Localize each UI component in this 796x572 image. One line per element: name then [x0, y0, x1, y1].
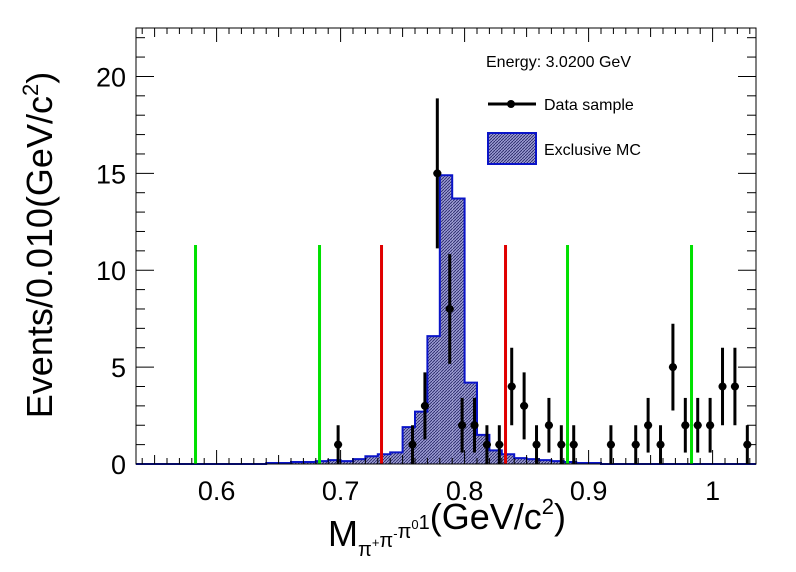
y-tick-label: 15 — [96, 159, 126, 189]
x-axis-title-unit: (GeV/c — [430, 496, 542, 537]
x-axis-title-unit-sup: 2 — [542, 494, 554, 519]
mc-bin — [501, 454, 515, 464]
mass-window-lines — [194, 245, 694, 464]
y-tick-label: 0 — [111, 450, 126, 480]
x-axis-subscript-sup: - — [393, 526, 397, 541]
mc-bin — [365, 456, 378, 464]
data-point — [569, 440, 578, 449]
mc-bin — [315, 461, 329, 464]
data-point — [656, 440, 665, 449]
x-axis-subscript-part: π — [379, 530, 393, 552]
data-point — [606, 440, 615, 449]
x-tick-label: 0.7 — [322, 476, 360, 506]
data-point — [458, 421, 467, 430]
legend-mc-swatch — [487, 132, 537, 165]
y-tick-label: 10 — [96, 256, 126, 286]
data-point — [644, 421, 653, 430]
mc-bin — [514, 458, 527, 464]
plot-frame — [135, 27, 757, 465]
legend-mc-label: Exclusive MC — [544, 142, 641, 159]
data-point — [532, 440, 541, 449]
data-point — [668, 363, 677, 372]
x-axis-subscript-part: π — [398, 521, 412, 543]
x-tick-label: 0.6 — [198, 476, 236, 506]
mc-bin — [526, 459, 539, 464]
mc-bin — [539, 460, 552, 464]
data-point — [507, 382, 516, 391]
legend-data-label: Data sample — [544, 97, 634, 114]
mc-bin — [427, 336, 440, 464]
y-axis-title-close: ) — [19, 72, 60, 84]
mc-bin — [390, 452, 403, 464]
mc-bin — [328, 460, 341, 464]
data-point — [557, 440, 566, 449]
mc-bin — [452, 198, 465, 464]
data-point — [693, 421, 702, 430]
data-point — [495, 440, 504, 449]
mc-bin — [353, 459, 366, 464]
y-axis-title-sup: 2 — [18, 84, 43, 96]
legend: Energy: 3.0200 GeV Data sample Exclusive… — [486, 54, 641, 165]
data-point — [482, 440, 491, 449]
data-point — [408, 440, 417, 449]
data-point — [706, 421, 715, 430]
data-point — [433, 169, 442, 178]
data-points — [334, 98, 752, 464]
y-tick-label: 20 — [96, 62, 126, 92]
x-axis-subscript-part: π — [358, 539, 372, 561]
data-point — [544, 421, 553, 430]
legend-title: Energy: 3.0200 GeV — [486, 54, 631, 71]
data-point — [470, 421, 479, 430]
y-axis-title: Events/0.010(GeV/c2) — [18, 72, 60, 418]
x-axis-title-subscript: π+π-π01 — [358, 512, 430, 561]
x-axis-subscript-part: 1 — [419, 512, 430, 534]
data-point — [334, 440, 343, 449]
x-axis-subscript-sup: 0 — [411, 517, 418, 532]
data-point — [520, 401, 529, 410]
data-point — [420, 401, 429, 410]
x-tick-label: 0.9 — [570, 476, 608, 506]
data-point — [445, 304, 454, 313]
data-point — [718, 382, 727, 391]
data-point — [730, 382, 739, 391]
x-axis-title-main: M — [328, 513, 358, 554]
x-axis-title: Mπ+π-π01(GeV/c2) — [328, 494, 566, 561]
y-axis-title-main: Events/0.010(GeV/c — [19, 96, 60, 418]
x-axis-title-unit-close: ) — [554, 496, 566, 537]
mc-bin — [377, 454, 391, 464]
mc-histogram — [136, 174, 756, 465]
x-tick-label: 0.8 — [446, 476, 484, 506]
mc-bin — [439, 175, 453, 464]
legend-data-marker — [507, 100, 515, 108]
mc-bin — [551, 461, 564, 464]
data-point — [631, 440, 640, 449]
y-tick-label: 5 — [111, 353, 126, 383]
data-point — [681, 421, 690, 430]
mc-bin — [340, 461, 353, 464]
x-axis-subscript-sup: + — [372, 535, 380, 550]
x-tick-label: 1 — [705, 476, 720, 506]
